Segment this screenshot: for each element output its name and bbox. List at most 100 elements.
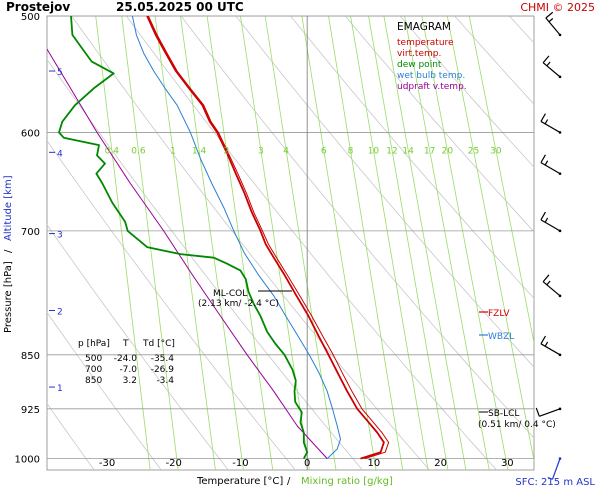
mixing-ratio-label: 25 (468, 146, 479, 156)
table-cell: 700 (85, 365, 102, 375)
wind-barb-staff (540, 162, 561, 175)
mixing-ratio-line (180, 16, 244, 470)
wind-barb-base (558, 457, 562, 460)
dry-adiabat (180, 16, 534, 439)
legend-dew-point: dew point (397, 60, 442, 70)
mixing-ratio-label: 1 (170, 146, 176, 156)
mixing-ratio-label: 10 (368, 146, 380, 156)
pressure-tick-label: 700 (21, 227, 40, 238)
wind-barb-half-flag (548, 18, 554, 23)
mixing-ratio-label: 0.6 (131, 146, 146, 156)
dry-adiabat (125, 16, 498, 470)
mixing-ratio-line (206, 16, 274, 470)
wind-barb-base (558, 353, 562, 357)
sblcl-label: SB-LCL (488, 409, 519, 419)
wind-barb-staff (542, 281, 561, 297)
wind-barb-staff (542, 62, 561, 78)
wind-barbs (535, 11, 562, 480)
mlcol-annotation: ML-COL (2.13 km/ -2.4 °C) (198, 289, 292, 309)
level-markers: FZLV WBZL SB-LCL (0.51 km/ 0.4 °C) (478, 309, 556, 430)
wind-barb-half-flag (544, 341, 549, 347)
dry-adiabat (47, 58, 363, 470)
x-axis-label-mixing: Mixing ratio [g/kg] (301, 476, 393, 487)
wind-barb-half-flag (546, 280, 551, 286)
mixing-ratio-label: 30 (490, 146, 502, 156)
dry-adiabat (594, 0, 600, 478)
wind-barb-base (558, 294, 562, 298)
legend-title: EMAGRAM (397, 21, 451, 33)
mixing-ratio-line (264, 16, 337, 470)
temperature-tick-label: 10 (368, 458, 381, 469)
mlcol-detail: (2.13 km/ -2.4 °C) (198, 299, 279, 309)
temperature-tick-label: 20 (434, 458, 447, 469)
wind-barb-half-flag (544, 119, 549, 125)
wind-barb-half-flag (544, 160, 549, 166)
plot-area (46, 15, 535, 471)
dew-point-line (58, 16, 309, 460)
y-axis-title: Pressure [hPa] / Altitude [km] (3, 175, 14, 333)
wind-barb-staff (545, 17, 561, 36)
mixing-ratio-line (121, 16, 179, 470)
dry-adiabat (47, 139, 296, 470)
legend-wet-bulb: wet bulb temp. (397, 71, 465, 81)
dry-adiabat (289, 16, 534, 300)
surface-info: SFC: 215 m ASL (515, 477, 595, 488)
mixing-ratio-line (95, 16, 151, 470)
virtual-temp-line (147, 16, 390, 460)
altitude-tick-label: 4 (57, 149, 63, 159)
wind-barb-base (558, 172, 562, 175)
sounding-datetime: 25.05.2025 00 UTC (116, 0, 244, 14)
mixing-ratio-label: 8 (348, 146, 354, 156)
wind-barb-half-flag (544, 217, 549, 223)
table-cell: -26.9 (151, 365, 175, 375)
wind-barb-flag (545, 11, 554, 19)
wind-barb-flag (535, 407, 540, 417)
mixing-ratio-line (421, 16, 509, 470)
y-axis-separator: / (3, 249, 14, 253)
mixing-ratio-label: 4 (283, 146, 289, 156)
wind-barb-flag (542, 55, 550, 64)
wind-barb-base (558, 33, 562, 37)
mixing-ratio-line (468, 16, 534, 345)
pressure-tick-label: 850 (21, 351, 40, 362)
sounding-profiles (47, 16, 390, 460)
table-header-p: p [hPa] (78, 339, 110, 349)
pressure-ticks: 500 600 700 850 925 1000 (15, 12, 40, 466)
sblcl-detail: (0.51 km/ 0.4 °C) (478, 420, 556, 430)
wind-barb-staff (540, 219, 561, 232)
altitude-tick-label: 1 (57, 384, 63, 394)
legend-virtual-temp: virt.temp. (397, 49, 441, 59)
mixing-ratio-line (368, 16, 449, 470)
mixing-ratio-line (240, 16, 310, 470)
mlcol-label: ML-COL (213, 289, 247, 299)
isobar-lines (47, 16, 534, 460)
legend: EMAGRAM temperature virt.temp. dew point… (397, 21, 467, 92)
dry-adiabat (344, 16, 534, 233)
wind-barb-flag (540, 113, 546, 122)
temperature-tick-label: -20 (166, 458, 182, 469)
wind-barb-flag (540, 154, 546, 163)
wind-barb-base (558, 75, 562, 79)
credit-label: CHMI © 2025 (520, 1, 595, 14)
dry-adiabat (71, 16, 430, 470)
mixing-ratio-line (383, 16, 467, 470)
wind-barb-flag (542, 274, 550, 283)
wind-barb-staff (540, 120, 561, 133)
wind-barb-half-flag (547, 477, 553, 480)
pressure-tick-label: 1000 (15, 455, 40, 466)
temperature-tick-label: -30 (99, 458, 115, 469)
table-cell: -7.0 (119, 365, 137, 375)
wet-bulb-line (131, 16, 341, 459)
temperature-tick-label: 30 (501, 458, 514, 469)
dry-adiabat (47, 311, 162, 470)
wind-barb-staff (540, 343, 561, 356)
dry-adiabat (454, 16, 534, 105)
table-cell: 3.2 (123, 376, 137, 386)
wind-barb-flag (540, 211, 546, 221)
fzlv-label: FZLV (488, 309, 510, 319)
wind-barb-staff (551, 458, 561, 480)
altitude-ticks: 1 2 3 4 5 (49, 68, 63, 394)
pressure-tick-label: 500 (21, 12, 40, 23)
mixing-ratio-label: 1.4 (192, 146, 207, 156)
